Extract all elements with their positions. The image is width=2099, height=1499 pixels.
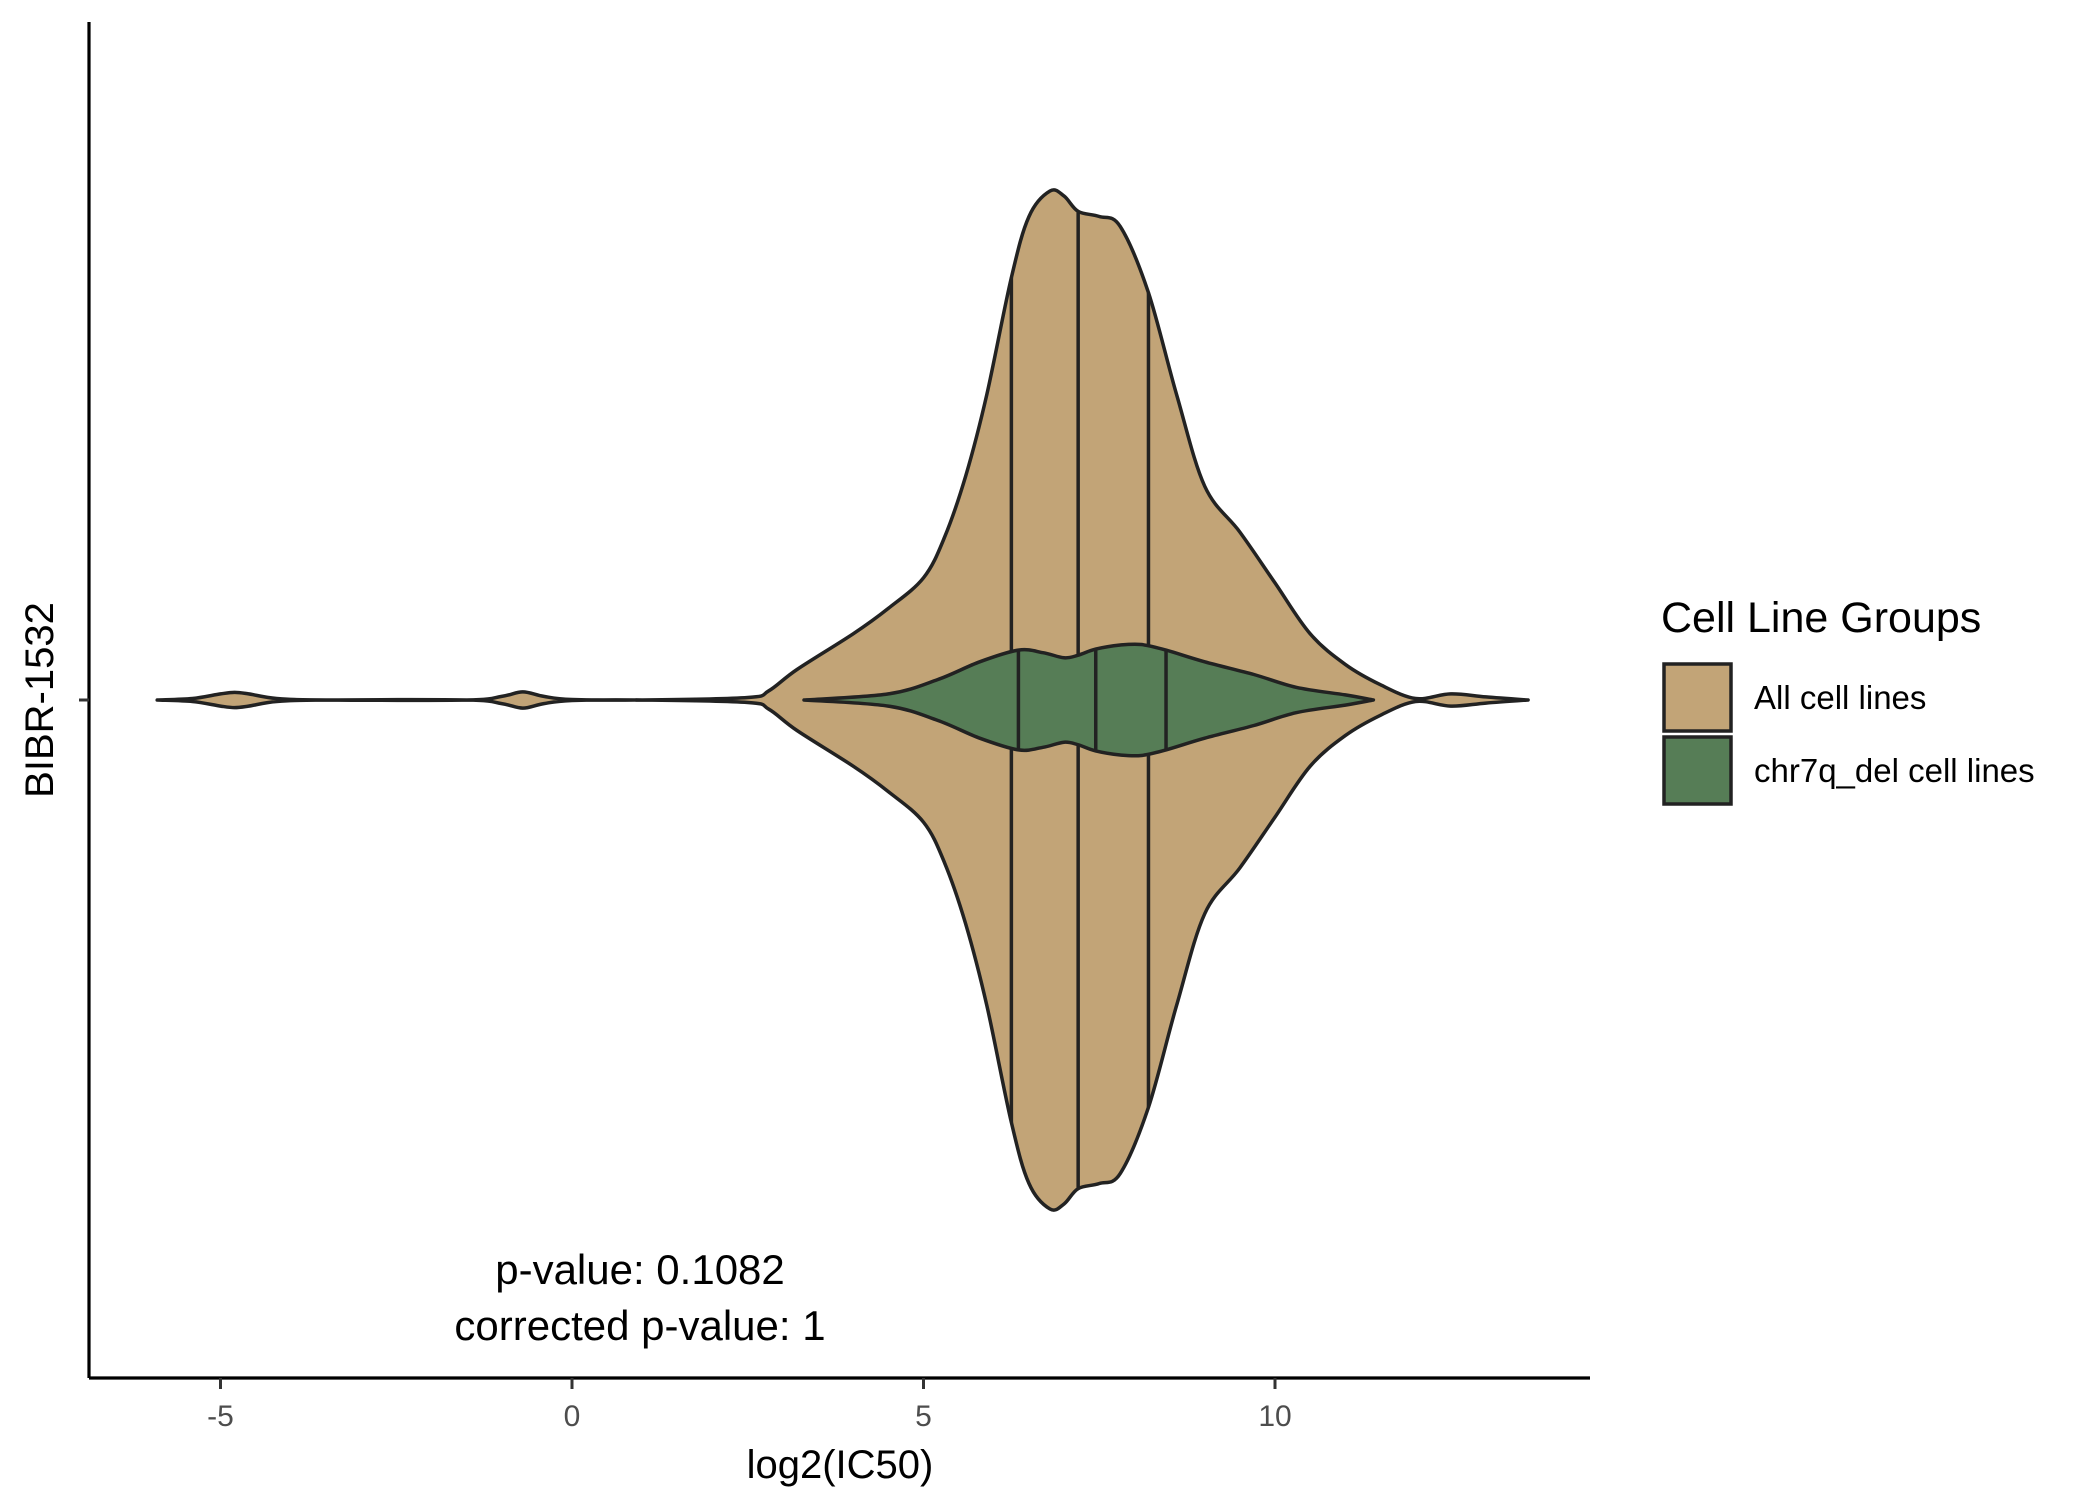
p-value-annotation: p-value: 0.1082: [495, 1246, 785, 1293]
x-tick-label: 10: [1258, 1400, 1291, 1433]
legend: Cell Line Groups All cell lines chr7q_de…: [1661, 594, 2035, 806]
violin-chr7q-del-cell-lines: [802, 642, 1376, 758]
corrected-p-value-annotation: corrected p-value: 1: [454, 1302, 825, 1349]
x-tick-label: 5: [915, 1400, 932, 1433]
legend-swatch-all-cell-lines: [1662, 662, 1733, 733]
legend-label-all-cell-lines: All cell lines: [1754, 679, 1926, 716]
x-axis-title: log2(IC50): [747, 1443, 934, 1487]
violins: [155, 188, 1530, 1212]
legend-label-chr7q-del-cell-lines: chr7q_del cell lines: [1754, 752, 2035, 789]
x-ticks: -5 0 5 10: [207, 1378, 1292, 1433]
legend-swatch-chr7q-del-cell-lines: [1662, 735, 1733, 806]
x-tick-label: -5: [207, 1400, 234, 1433]
legend-title: Cell Line Groups: [1661, 594, 1981, 642]
x-tick-label: 0: [564, 1400, 581, 1433]
plot-area: [155, 188, 1530, 1212]
y-category-label: BIBR-1532: [18, 602, 62, 798]
